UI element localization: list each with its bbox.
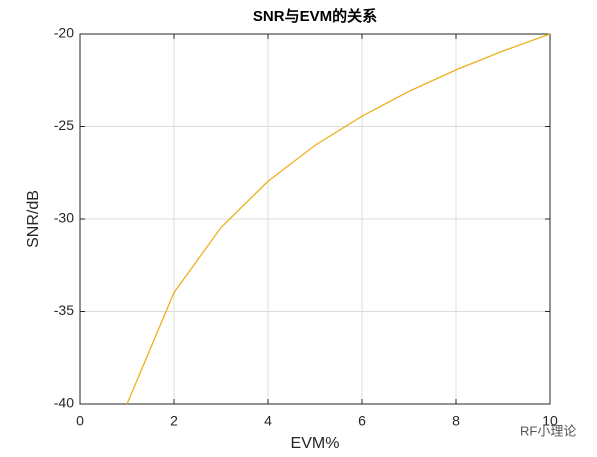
y-tick-label: -20 xyxy=(54,25,74,41)
y-tick-label: -35 xyxy=(54,302,74,318)
data-line xyxy=(126,33,551,405)
x-axis-label: EVM% xyxy=(291,435,340,452)
x-tick-label: 8 xyxy=(452,413,460,429)
axes-box xyxy=(79,33,551,405)
x-tick-label: 2 xyxy=(170,413,178,429)
y-tick-label: -30 xyxy=(54,210,74,226)
y-tick-label: -25 xyxy=(54,117,74,133)
x-tick-label: 10 xyxy=(542,413,558,429)
watermark: RF小理论 xyxy=(520,423,576,438)
y-axis-label: SNR/dB xyxy=(25,190,42,248)
x-tick-label: 6 xyxy=(358,413,366,429)
x-tick-label: 4 xyxy=(264,413,272,429)
x-tick-label: 0 xyxy=(76,413,84,429)
chart-title: SNR与EVM的关系 xyxy=(253,7,377,25)
y-tick-label: -40 xyxy=(54,395,74,411)
